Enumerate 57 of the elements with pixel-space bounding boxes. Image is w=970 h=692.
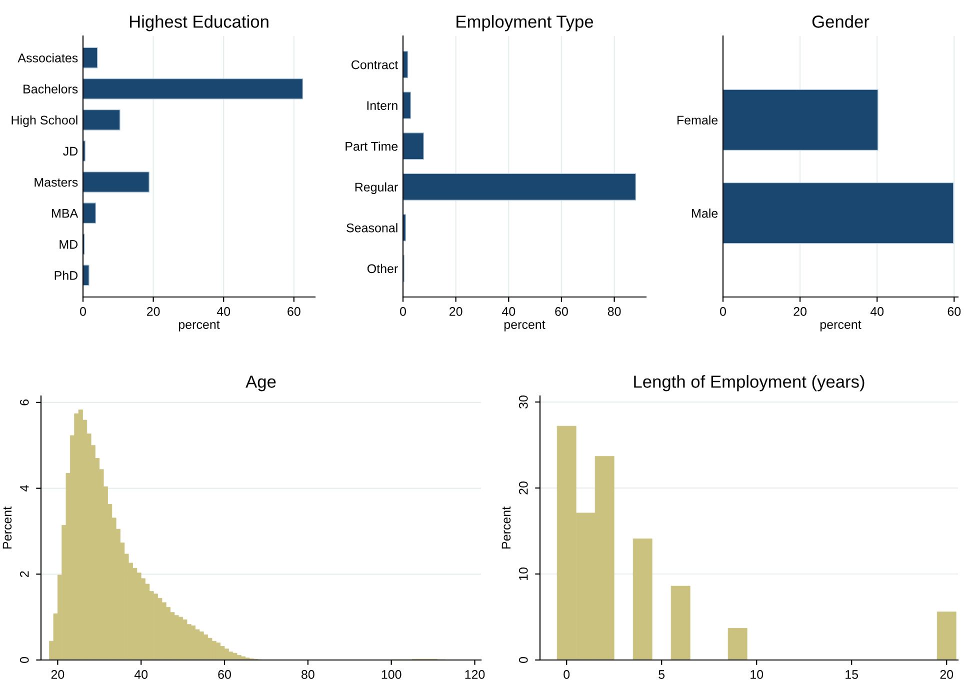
y-tick-label: Part Time	[346, 142, 398, 151]
x-tick-label: 100	[382, 670, 402, 679]
chart-title: Age	[246, 376, 276, 392]
y-tick-label: 0	[518, 657, 528, 663]
x-tick-label: 15	[846, 670, 858, 679]
y-tick-label: Other	[367, 264, 398, 274]
y-tick-label: High School	[12, 115, 78, 128]
y-tick-label: Regular	[355, 182, 398, 194]
y-tick-label: 0	[20, 657, 29, 663]
x-tick-label: 60	[288, 307, 300, 316]
x-tick-label: 60	[948, 307, 961, 316]
x-tick-label: 60	[218, 670, 231, 679]
y-tick-label: 4	[20, 485, 29, 492]
y-tick-label: Contract	[352, 60, 398, 70]
x-tick-label: 40	[134, 670, 148, 679]
y-tick-label: PhD	[54, 270, 78, 280]
y-tick-label: MD	[60, 240, 78, 249]
chart-title: Length of Employment (years)	[634, 375, 864, 392]
y-tick-label: Associates	[18, 53, 78, 62]
y-tick-label: Male	[692, 208, 718, 218]
y-tick-label: 2	[20, 571, 29, 577]
x-axis-title: percent	[504, 320, 546, 332]
x-tick-label: 20	[794, 307, 807, 316]
x-tick-label: 20	[940, 670, 954, 679]
y-tick-label: 30	[518, 396, 528, 408]
x-tick-label: 20	[146, 307, 160, 316]
x-tick-label: 40	[502, 307, 516, 316]
x-tick-label: 80	[302, 670, 314, 679]
x-tick-label: 40	[870, 307, 884, 316]
y-tick-label: JD	[63, 146, 78, 156]
x-axis-title: percent	[178, 320, 220, 332]
y-tick-label: Masters	[34, 178, 78, 187]
y-tick-label: MBA	[52, 209, 78, 218]
y-axis-title: Percent	[502, 506, 511, 549]
x-tick-label: 60	[555, 307, 568, 316]
y-tick-label: Bachelors	[24, 84, 78, 94]
x-tick-label: 0	[80, 307, 86, 316]
chart-title: Gender	[812, 15, 870, 28]
x-tick-label: 120	[465, 670, 485, 679]
chart-title: Employment Type	[456, 15, 594, 32]
x-tick-label: 20	[450, 307, 462, 316]
x-tick-label: 40	[216, 307, 230, 316]
x-tick-label: 0	[564, 670, 570, 679]
y-tick-label: 20	[518, 482, 528, 494]
x-axis-title: percent	[820, 320, 862, 332]
y-axis-title: Percent	[2, 506, 12, 549]
y-tick-label: 6	[20, 400, 29, 406]
y-tick-label: 10	[518, 568, 528, 580]
y-tick-label: Seasonal	[346, 223, 398, 232]
x-tick-label: 5	[658, 670, 665, 679]
x-tick-label: 10	[750, 670, 764, 679]
x-tick-label: 0	[400, 307, 406, 316]
chart-title: Highest Education	[130, 15, 268, 32]
x-tick-label: 0	[720, 307, 726, 316]
y-tick-label: Intern	[367, 101, 398, 110]
y-tick-label: Female	[677, 115, 718, 125]
x-tick-label: 80	[608, 307, 621, 316]
